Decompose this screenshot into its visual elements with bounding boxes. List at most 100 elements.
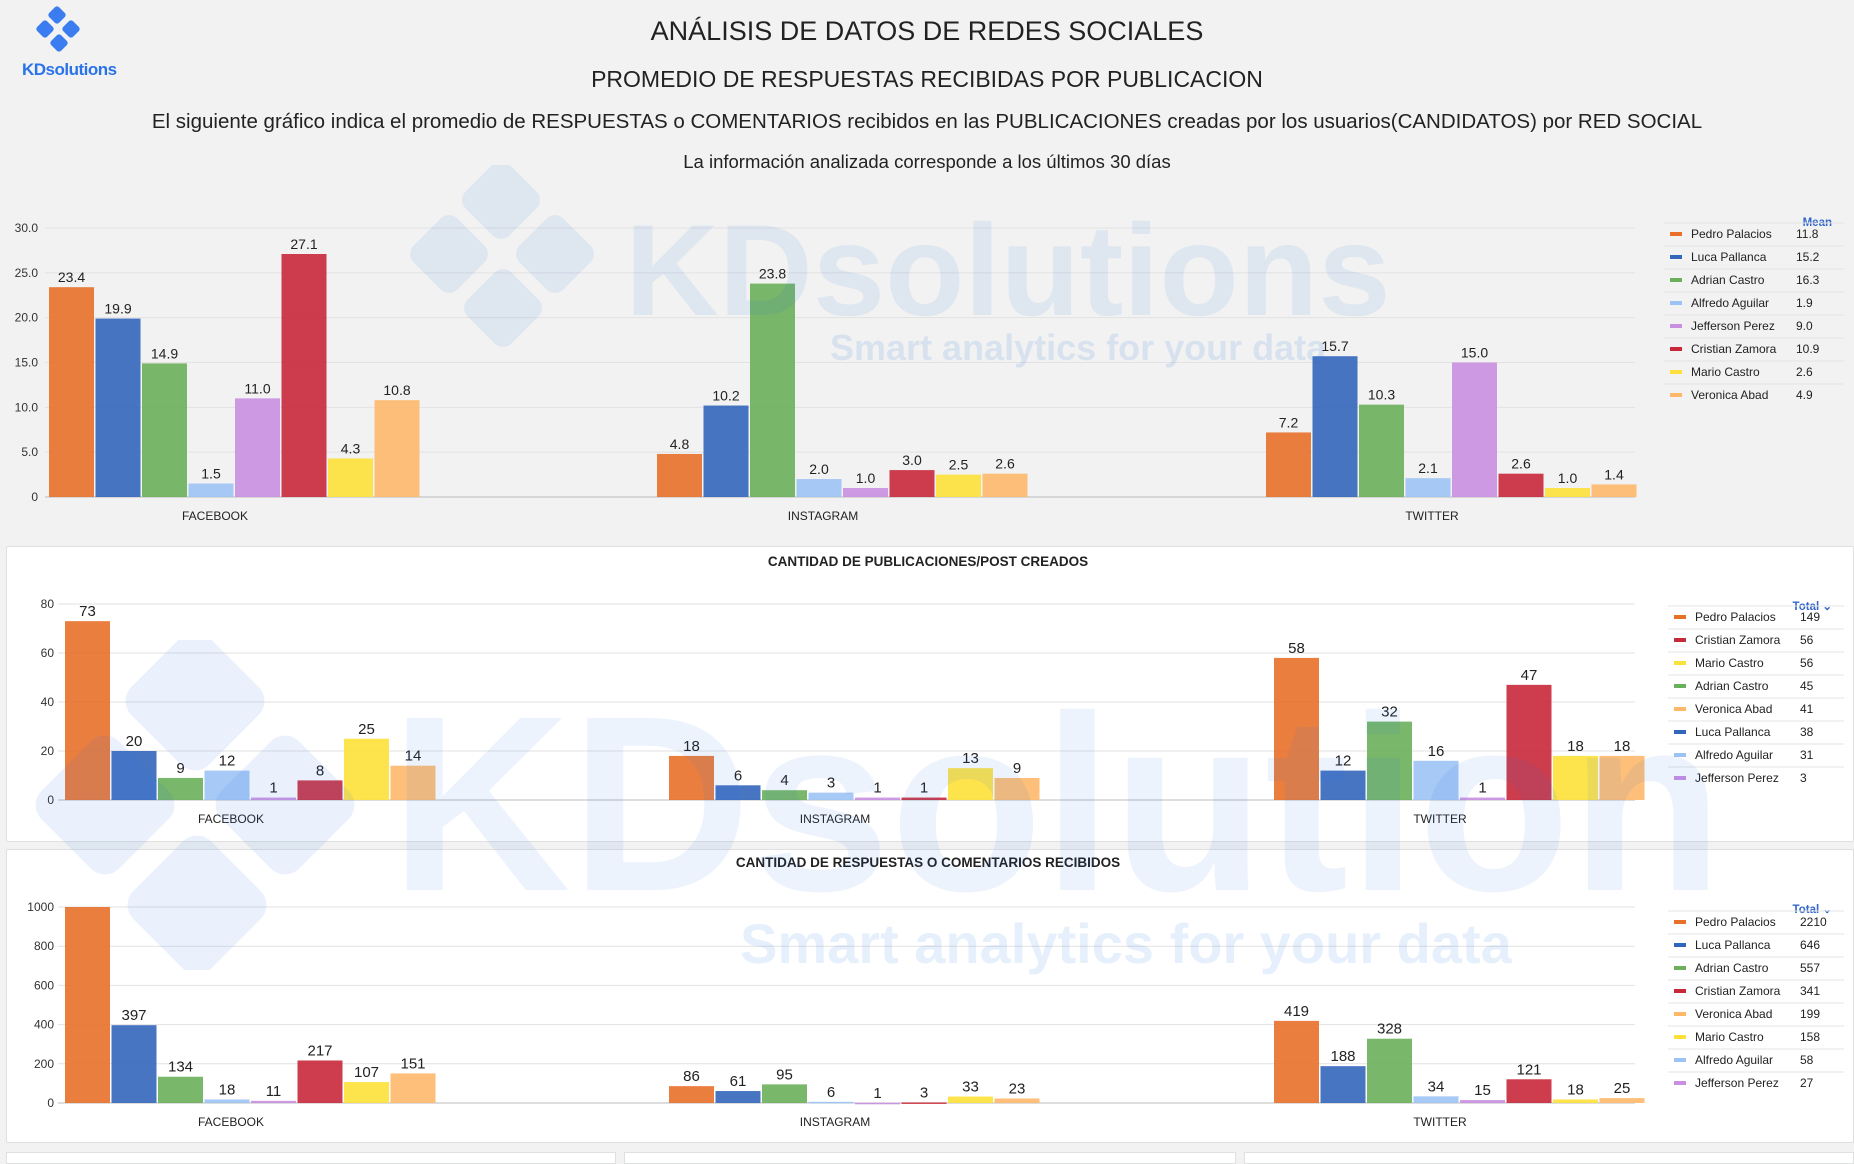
data-label: 12 (1335, 753, 1352, 770)
bar-jefferson-perez (251, 1100, 296, 1103)
data-label: 4 (780, 772, 788, 789)
bar-cristian-zamora (1506, 1079, 1552, 1103)
bar-cristian-zamora (889, 470, 935, 497)
legend-value: 3 (1800, 771, 1807, 785)
bar-luca-pallanca (111, 1025, 157, 1103)
bar-cristian-zamora (1498, 473, 1544, 497)
bar-jefferson-perez (235, 398, 280, 497)
legend-value: 341 (1800, 984, 1820, 998)
legend-name: Pedro Palacios (1695, 915, 1776, 929)
data-label: 32 (1381, 704, 1398, 721)
data-label: 134 (168, 1059, 193, 1076)
bar-alfredo-aguilar (1405, 478, 1451, 497)
y-tick-label: 20 (41, 744, 55, 758)
bar-luca-pallanca (111, 751, 157, 800)
mean-responses-chart: 30.0 25.0 20.0 15.0 10.0 5.0 0 23.4 19.9 14.9 1.5 1… (15, 217, 1844, 523)
bar-cristian-zamora (1506, 684, 1552, 800)
legend-name: Luca Pallanca (1695, 938, 1771, 952)
bar-veronica-abad (390, 765, 436, 800)
bar-veronica-abad (390, 1073, 436, 1103)
y-tick-label: 80 (41, 597, 55, 611)
legend-value: 2.6 (1796, 365, 1813, 379)
data-label: 121 (1516, 1061, 1541, 1078)
legend-swatch (1670, 324, 1682, 328)
data-label: 2.6 (995, 456, 1015, 472)
bar-adrian-castro (1367, 721, 1412, 800)
legend-swatch (1670, 347, 1682, 351)
y-tick-label: 25.0 (15, 266, 39, 280)
data-label: 107 (354, 1064, 379, 1081)
comments-received-chart: CANTIDAD DE RESPUESTAS O COMENTARIOS REC… (27, 855, 1844, 1129)
legend-name: Cristian Zamora (1695, 984, 1781, 998)
kdsolutions-logo (36, 6, 80, 52)
legend-swatch (1674, 966, 1686, 970)
data-label: 1 (873, 780, 881, 797)
legend-swatch (1670, 301, 1682, 305)
bar-veronica-abad (994, 777, 1040, 800)
bar-mario-castro (344, 1082, 389, 1103)
bar-mario-castro (1545, 488, 1590, 497)
legend-value: 4.9 (1796, 388, 1813, 402)
bar-luca-pallanca (703, 405, 749, 497)
bar-alfredo-aguilar (1413, 1096, 1459, 1103)
legend-name: Jefferson Perez (1691, 319, 1775, 333)
bar-veronica-abad (982, 473, 1028, 497)
y-tick-label: 40 (41, 695, 55, 709)
data-label: 1 (873, 1085, 881, 1102)
legend-name: Veronica Abad (1695, 1007, 1772, 1021)
x-category-label: TWITTER (1413, 812, 1467, 826)
data-label: 1 (920, 780, 928, 797)
legend-swatch (1674, 707, 1686, 711)
data-label: 18 (219, 1081, 236, 1098)
bar-jefferson-perez (251, 797, 296, 800)
legend-name: Mario Castro (1695, 656, 1764, 670)
data-label: 151 (400, 1055, 425, 1072)
bar-cristian-zamora (901, 1102, 947, 1104)
legend-value: 10.9 (1796, 342, 1820, 356)
y-tick-label: 60 (41, 646, 55, 660)
legend-value: 9.0 (1796, 319, 1813, 333)
data-label: 18 (1614, 738, 1631, 755)
legend-swatch (1674, 1081, 1686, 1085)
y-tick-label: 1000 (27, 900, 54, 914)
x-category-label: FACEBOOK (182, 509, 248, 523)
legend-swatch (1674, 615, 1686, 619)
bar-mario-castro (948, 1096, 993, 1103)
data-label: 8 (316, 762, 324, 779)
legend-swatch (1674, 730, 1686, 734)
data-label: 2.5 (949, 457, 969, 473)
data-label: 1.5 (201, 466, 221, 482)
data-label: 12 (219, 753, 236, 770)
bar-cristian-zamora (281, 254, 327, 497)
bar-veronica-abad (994, 1098, 1040, 1103)
legend-name: Adrian Castro (1695, 679, 1769, 693)
data-label: 397 (121, 1007, 146, 1024)
y-tick-label: 10.0 (15, 400, 39, 414)
x-category-label: FACEBOOK (198, 812, 264, 826)
bar-luca-pallanca (715, 1091, 761, 1103)
y-tick-label: 20.0 (15, 311, 39, 325)
legend-name: Alfredo Aguilar (1695, 748, 1773, 762)
legend-header: Total ⌄ (1793, 904, 1832, 916)
bar-pedro-palacios (1274, 657, 1319, 800)
bar-adrian-castro (158, 777, 203, 800)
legend-name: Jefferson Perez (1695, 771, 1779, 785)
legend-name: Pedro Palacios (1695, 610, 1776, 624)
legend-swatch (1670, 393, 1682, 397)
legend-name: Adrian Castro (1695, 961, 1769, 975)
legend-value: 16.3 (1796, 273, 1820, 287)
data-label: 3 (920, 1084, 928, 1101)
legend-name: Cristian Zamora (1691, 342, 1777, 356)
bar-adrian-castro (1367, 1038, 1412, 1103)
legend-value: 56 (1800, 633, 1814, 647)
y-tick-label: 200 (34, 1057, 54, 1071)
data-label: 34 (1428, 1078, 1445, 1095)
legend-swatch (1670, 278, 1682, 282)
legend-value: 58 (1800, 1053, 1814, 1067)
legend-header: Total ⌄ (1793, 601, 1832, 613)
data-label: 95 (776, 1066, 793, 1083)
y-tick-label: 5.0 (21, 445, 38, 459)
legend-name: Adrian Castro (1691, 273, 1765, 287)
bar-jefferson-perez (1460, 797, 1505, 800)
data-label: 3.0 (902, 452, 922, 468)
